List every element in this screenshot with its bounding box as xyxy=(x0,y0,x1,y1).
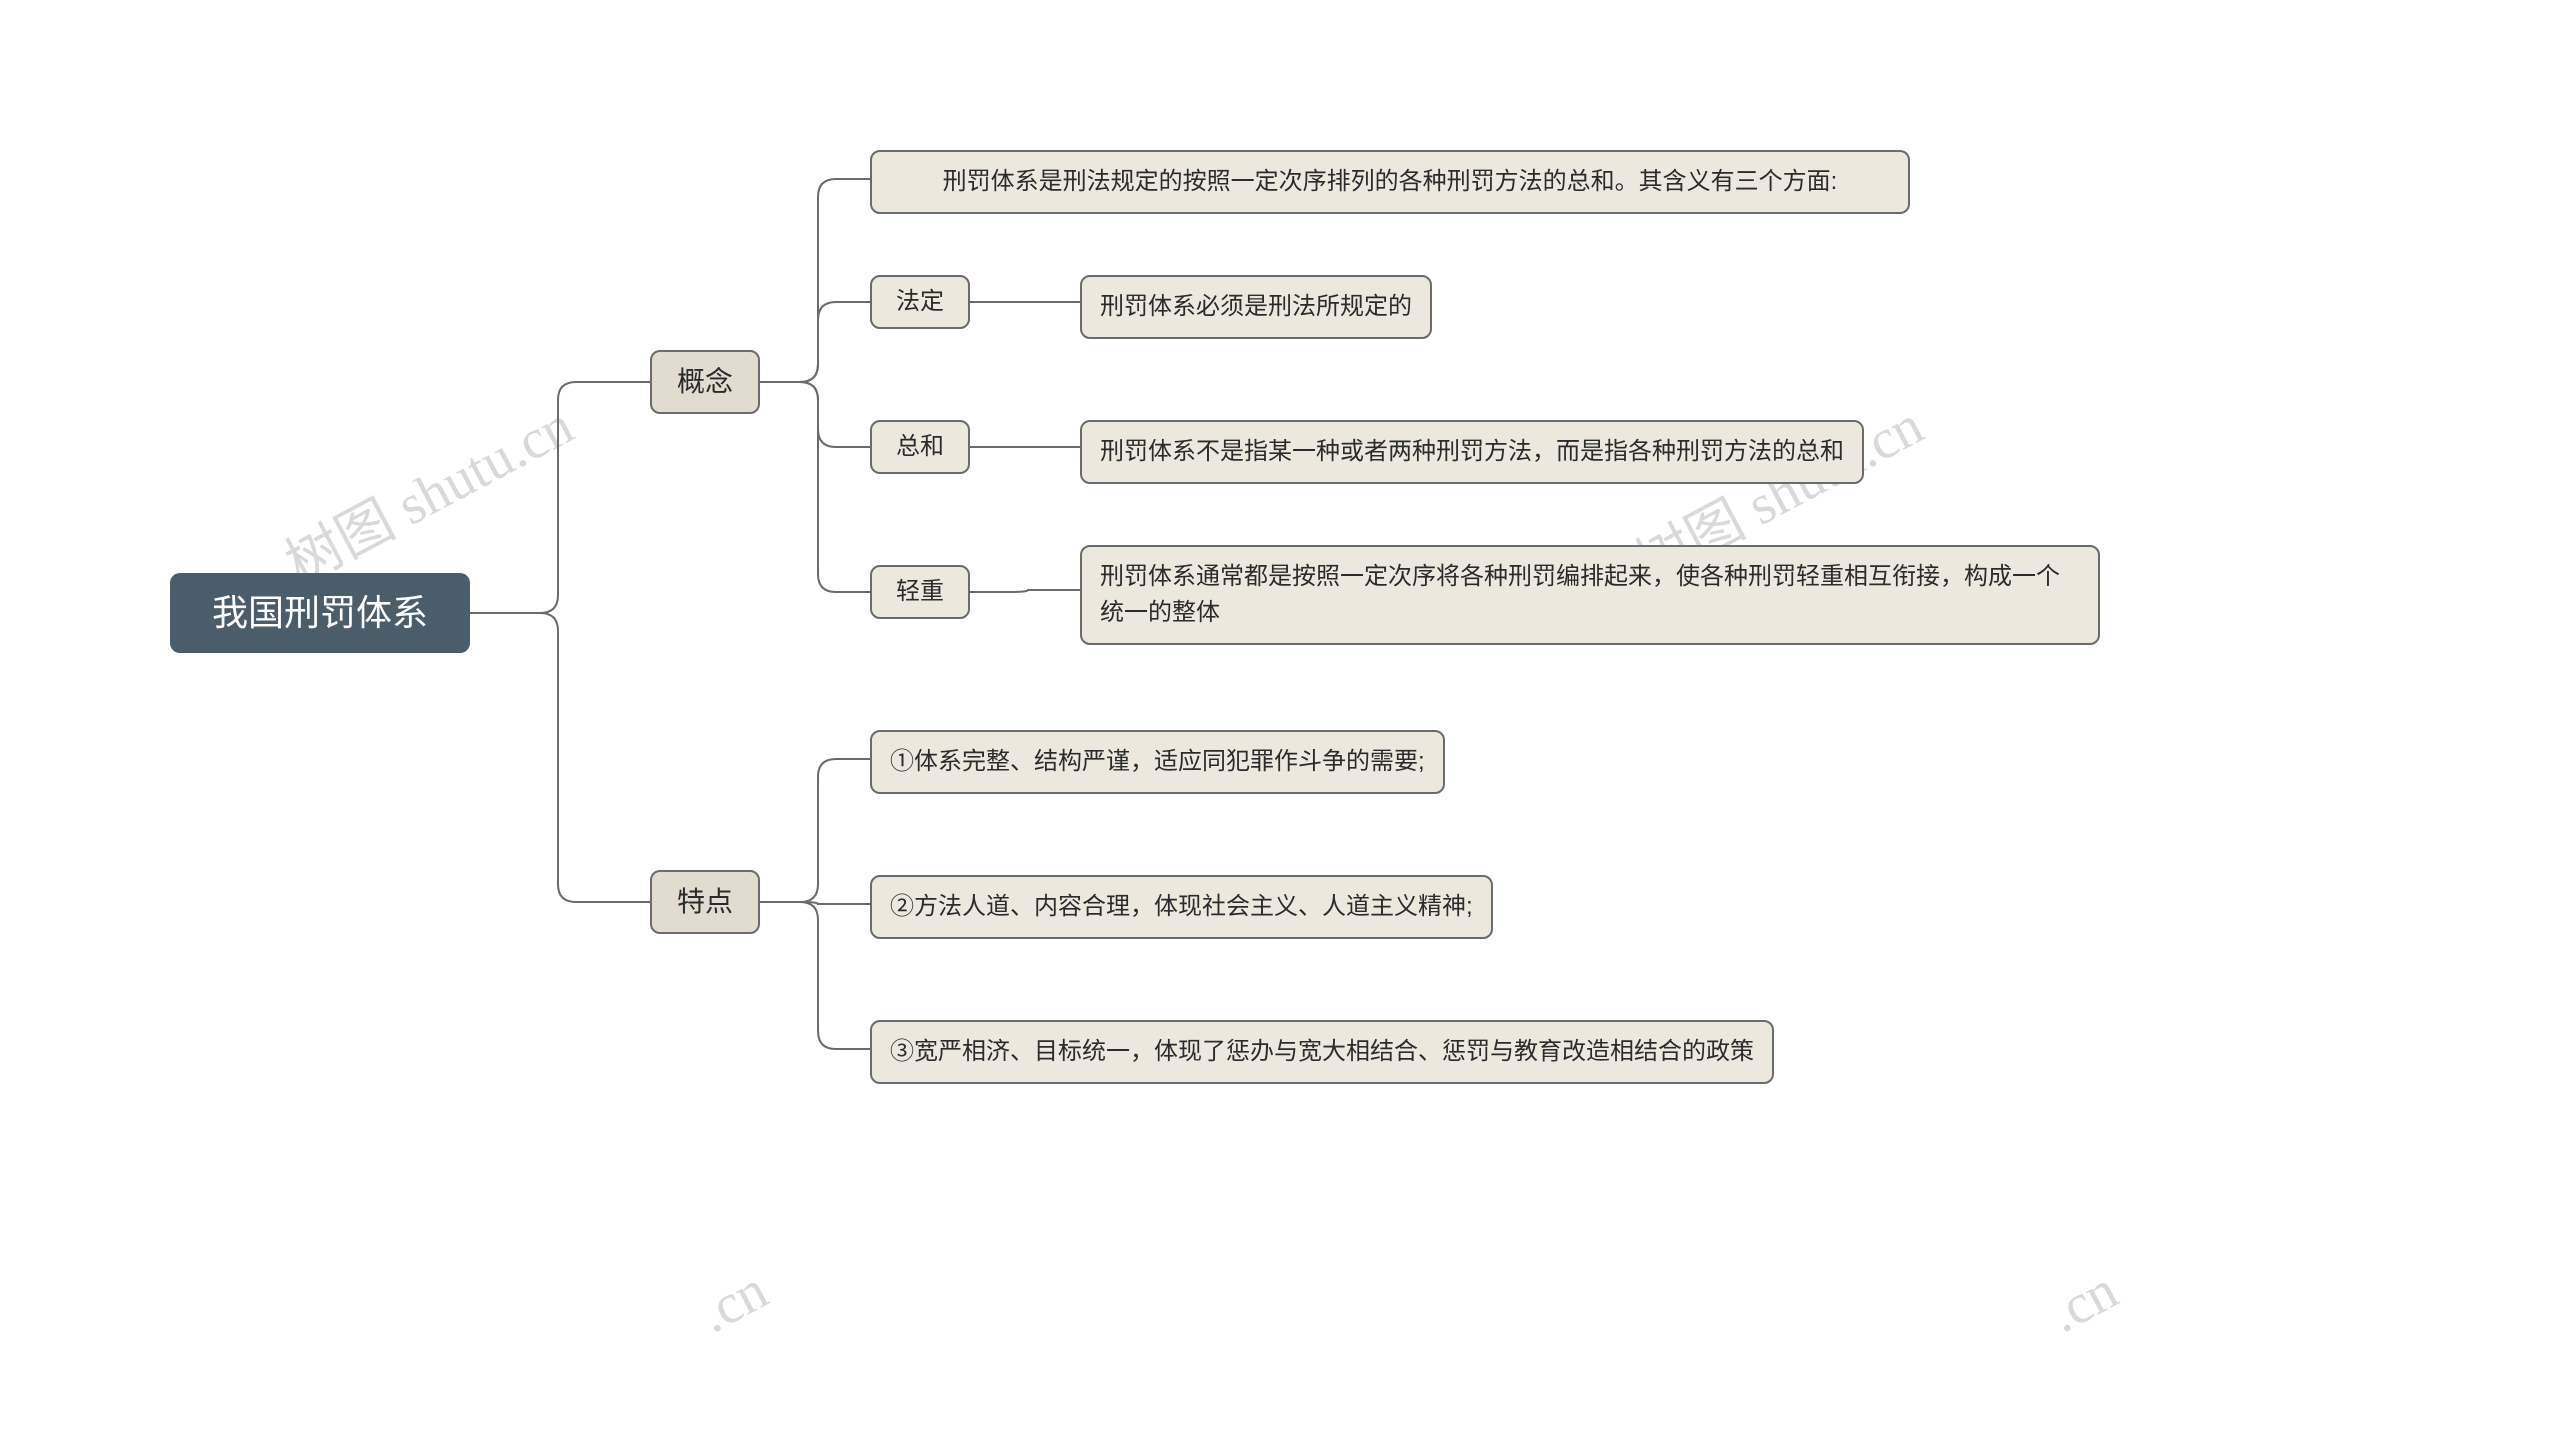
branch-feature: 特点 xyxy=(650,870,760,934)
leaf-fading-detail: 刑罚体系必须是刑法所规定的 xyxy=(1080,275,1432,339)
leaf-feature-2: ②方法人道、内容合理，体现社会主义、人道主义精神; xyxy=(870,875,1493,939)
sub-fading: 法定 xyxy=(870,275,970,329)
sub-qingzhong: 轻重 xyxy=(870,565,970,619)
root-node: 我国刑罚体系 xyxy=(170,573,470,653)
sub-zonghe: 总和 xyxy=(870,420,970,474)
watermark: .cn xyxy=(689,1258,778,1346)
leaf-feature-3: ③宽严相济、目标统一，体现了惩办与宽大相结合、惩罚与教育改造相结合的政策 xyxy=(870,1020,1774,1084)
connector-lines xyxy=(0,0,2560,1429)
leaf-zonghe-detail: 刑罚体系不是指某一种或者两种刑罚方法，而是指各种刑罚方法的总和 xyxy=(1080,420,1864,484)
watermark: 树图 shutu.cn xyxy=(269,381,584,600)
leaf-qingzhong-detail: 刑罚体系通常都是按照一定次序将各种刑罚编排起来，使各种刑罚轻重相互衔接，构成一个… xyxy=(1080,545,2100,645)
branch-concept: 概念 xyxy=(650,350,760,414)
watermark: .cn xyxy=(2039,1258,2128,1346)
leaf-concept-summary: 刑罚体系是刑法规定的按照一定次序排列的各种刑罚方法的总和。其含义有三个方面: xyxy=(870,150,1910,214)
leaf-feature-1: ①体系完整、结构严谨，适应同犯罪作斗争的需要; xyxy=(870,730,1445,794)
